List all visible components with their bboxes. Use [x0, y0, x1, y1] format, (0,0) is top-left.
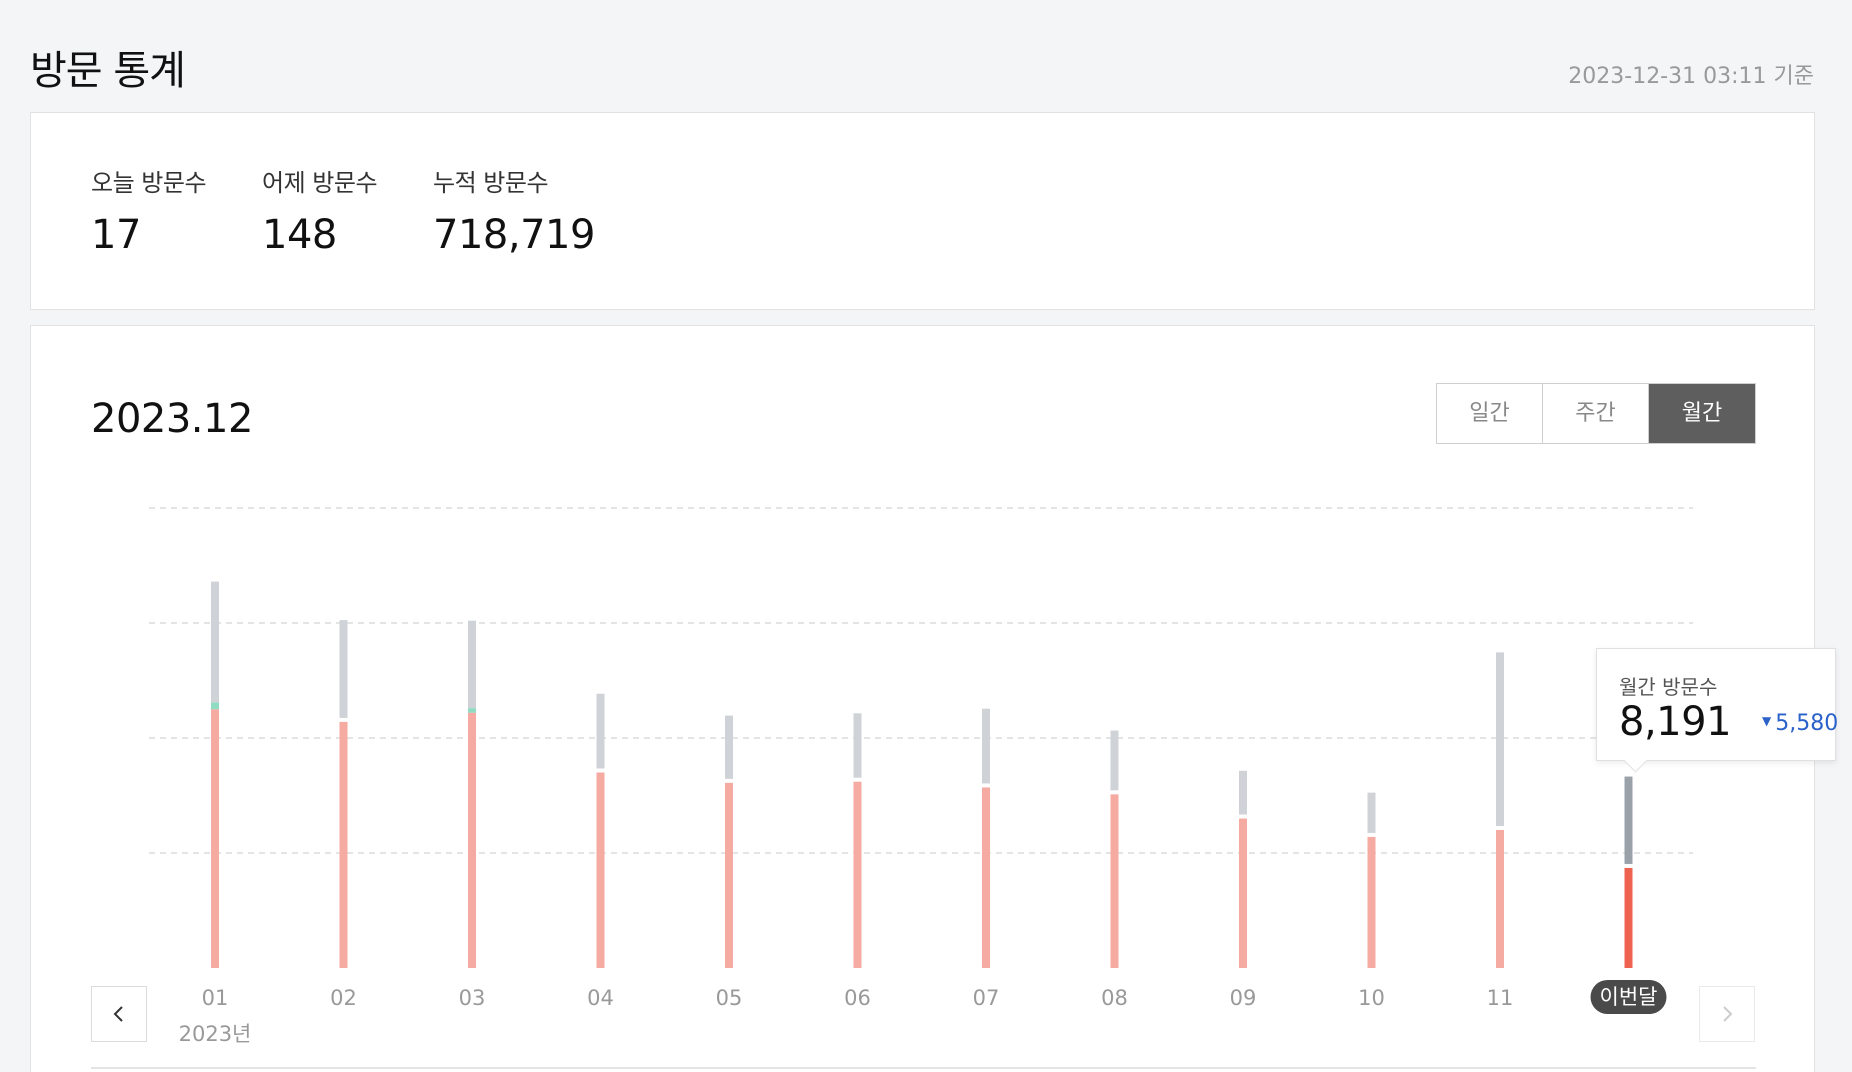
chevron-right-icon [1723, 1006, 1733, 1022]
bar-primary-07[interactable] [982, 787, 990, 968]
tab-weekly[interactable]: 주간 [1543, 384, 1649, 443]
chart-card: 2023.12 일간 주간 월간 01 02 03 04 05 06 07 08 09 10 11 이… [30, 325, 1838, 1072]
stat-yesterday-value: 148 [262, 212, 337, 258]
bar-primary-08[interactable] [1110, 794, 1119, 968]
stat-today-label: 오늘 방문수 [91, 169, 207, 197]
bar-primary-03[interactable] [468, 712, 476, 968]
timestamp: 2023-12-31 03:11 기준 [1568, 64, 1814, 89]
bar-accent-01 [211, 702, 219, 710]
bar-accent-03 [468, 708, 476, 713]
bar-secondary-11[interactable] [1496, 652, 1504, 826]
x-tick-label: 05 [716, 986, 743, 1010]
next-period-button[interactable] [1699, 986, 1755, 1042]
page-title: 방문 통계 [30, 48, 186, 94]
stat-today-value: 17 [91, 212, 141, 258]
tooltip-change: ▼ 5,580 [1762, 711, 1838, 736]
bar-primary-10[interactable] [1367, 836, 1376, 968]
bar-secondary-07[interactable] [982, 708, 990, 784]
x-tick-label: 이번달 [1600, 985, 1658, 1009]
bottom-divider [91, 1067, 1756, 1069]
monthly-visits-tooltip: 월간 방문수 8,191 ▼ 5,580 [1596, 648, 1838, 761]
tooltip-value: 8,191 [1619, 699, 1732, 745]
chevron-left-icon [113, 1006, 123, 1022]
bar-secondary-이번달[interactable] [1624, 776, 1633, 864]
bar-primary-09[interactable] [1239, 818, 1247, 969]
bar-primary-06[interactable] [853, 781, 862, 968]
x-tick-label: 08 [1101, 986, 1128, 1010]
x-tick-label: 04 [587, 986, 614, 1010]
x-tick-label: 06 [844, 986, 871, 1010]
bar-secondary-05[interactable] [725, 715, 733, 779]
stat-total-value: 718,719 [433, 212, 595, 258]
x-tick-label: 02 [330, 986, 357, 1010]
down-triangle-icon: ▼ [1762, 714, 1772, 728]
bar-primary-11[interactable] [1496, 830, 1504, 968]
bar-secondary-10[interactable] [1367, 792, 1376, 833]
bar-primary-01[interactable] [211, 709, 219, 968]
tooltip-label: 월간 방문수 [1619, 675, 1718, 699]
bar-secondary-04[interactable] [596, 693, 605, 769]
bar-secondary-03[interactable] [468, 620, 476, 709]
tooltip-change-value: 5,580 [1775, 711, 1839, 736]
bar-primary-04[interactable] [596, 772, 605, 969]
tab-daily[interactable]: 일간 [1437, 384, 1543, 443]
bar-primary-이번달[interactable] [1624, 867, 1633, 968]
bar-secondary-08[interactable] [1110, 730, 1119, 791]
period-segmented-control: 일간 주간 월간 [1436, 383, 1756, 444]
bar-secondary-01[interactable] [211, 581, 219, 703]
stat-total: 누적 방문수 718,719 [433, 163, 595, 258]
visits-chart: 01 02 03 04 05 06 07 08 09 10 11 이번달 2023년 [149, 507, 1693, 1046]
stat-yesterday: 어제 방문수 148 [262, 163, 378, 258]
bar-primary-05[interactable] [725, 782, 733, 968]
stat-total-label: 누적 방문수 [433, 169, 549, 197]
x-tick-label: 01 [202, 986, 229, 1010]
summary-card: 오늘 방문수 17 어제 방문수 148 누적 방문수 718,719 [30, 112, 1815, 310]
bar-secondary-06[interactable] [853, 713, 862, 778]
bar-primary-02[interactable] [339, 721, 348, 968]
stat-today: 오늘 방문수 17 [91, 163, 207, 258]
year-label: 2023년 [179, 1022, 252, 1046]
x-tick-label: 07 [973, 986, 1000, 1010]
bar-secondary-02[interactable] [339, 620, 348, 718]
period-title: 2023.12 [91, 396, 253, 442]
x-tick-label: 09 [1230, 986, 1257, 1010]
stat-yesterday-label: 어제 방문수 [262, 169, 378, 197]
x-tick-label: 03 [459, 986, 486, 1010]
x-tick-label: 10 [1358, 986, 1385, 1010]
prev-period-button[interactable] [91, 986, 147, 1042]
x-tick-label: 11 [1487, 986, 1514, 1010]
current-month-pill [1590, 980, 1667, 1014]
tab-monthly[interactable]: 월간 [1649, 384, 1755, 443]
bar-secondary-09[interactable] [1239, 770, 1247, 815]
